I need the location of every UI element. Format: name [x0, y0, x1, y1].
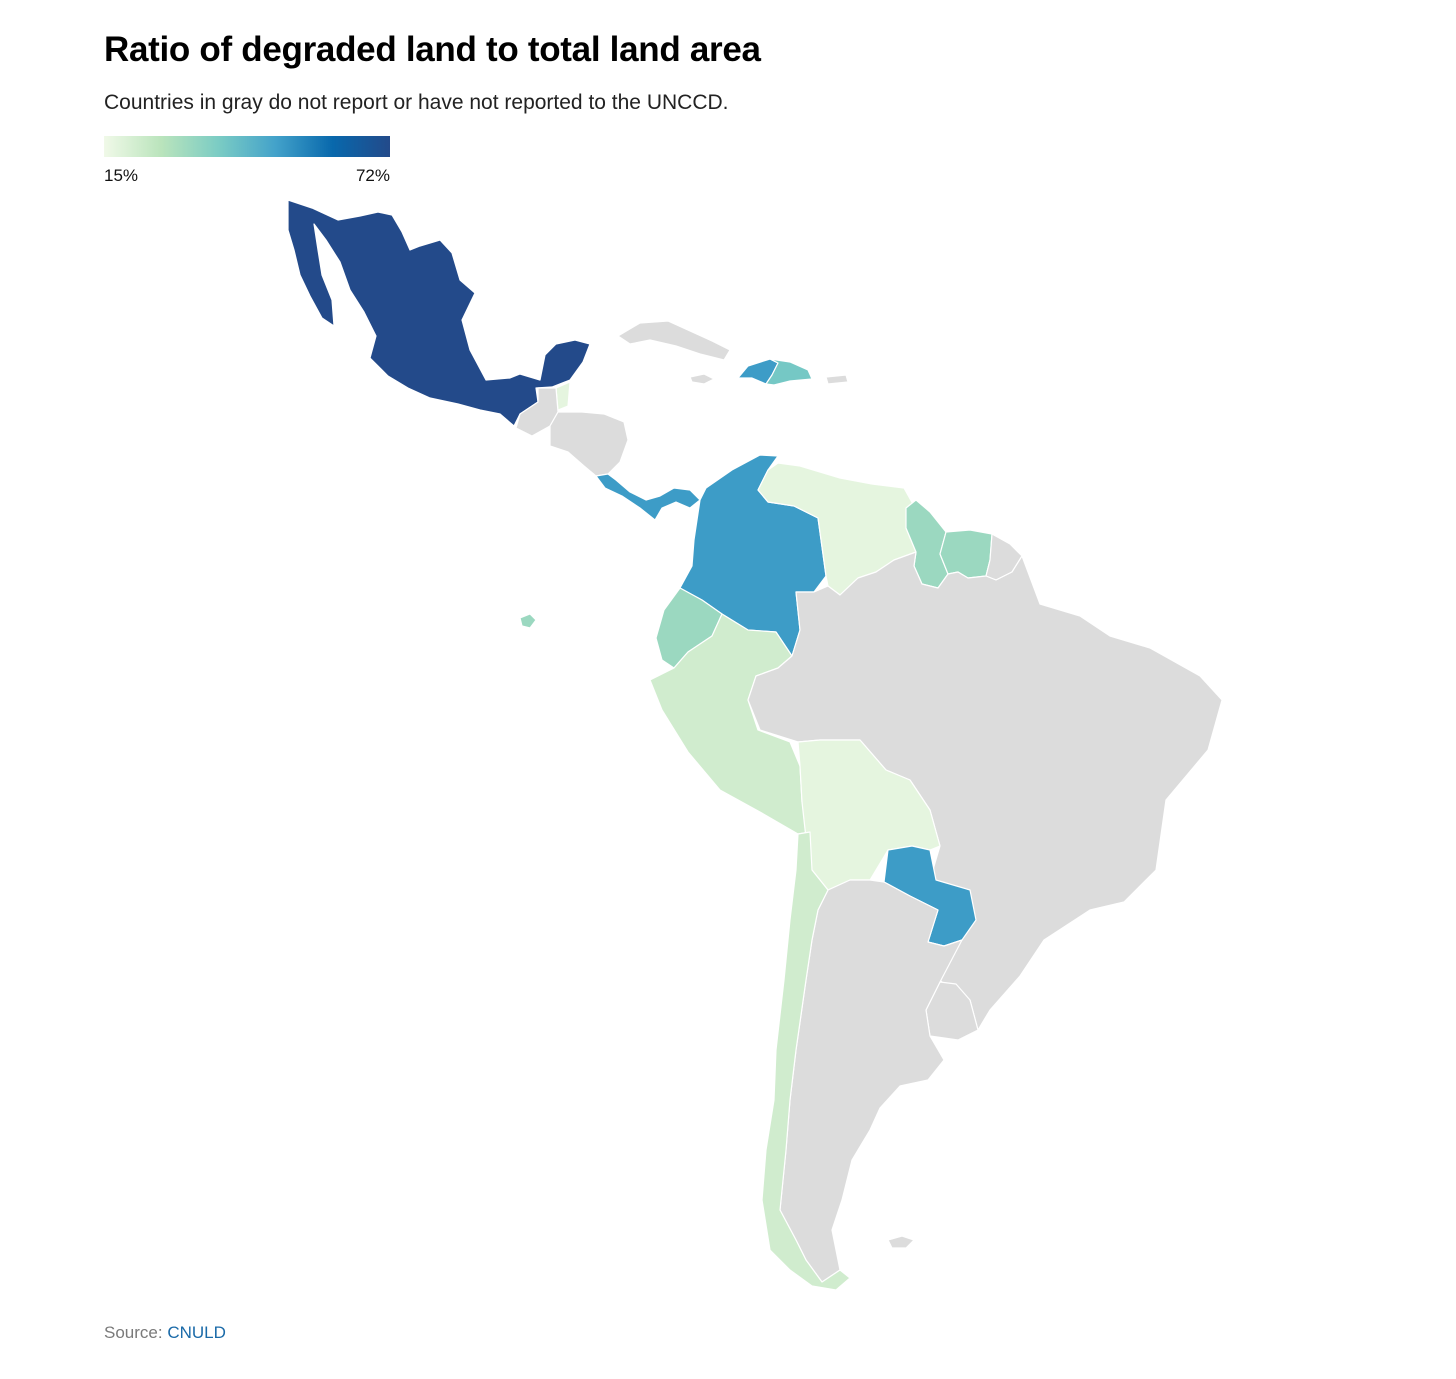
region-suriname[interactable]	[939, 529, 993, 579]
legend-max-label: 72%	[355, 166, 390, 185]
region-galapagos[interactable]	[519, 613, 537, 629]
chart-title: Ratio of degraded land to total land are…	[104, 30, 761, 69]
region-costa-rica-panama[interactable]	[595, 473, 701, 521]
region-chile[interactable]	[761, 831, 851, 1291]
legend-gradient-bar	[104, 136, 390, 157]
source-link[interactable]: CNULD	[167, 1323, 226, 1342]
legend-min-label: 15%	[104, 166, 139, 185]
region-puerto-rico[interactable]	[825, 374, 849, 385]
region-cuba[interactable]	[617, 320, 731, 361]
source-note: Source: CNULD	[104, 1323, 226, 1343]
region-peru[interactable]	[649, 613, 811, 835]
source-prefix: Source:	[104, 1323, 163, 1342]
region-jamaica[interactable]	[689, 373, 715, 385]
region-mexico[interactable]	[287, 199, 591, 427]
region-belize[interactable]	[555, 381, 571, 411]
region-guatemala[interactable]	[515, 387, 559, 437]
color-legend: 15% 72%	[104, 136, 390, 188]
region-falklands[interactable]	[887, 1235, 915, 1249]
region-dominican-republic[interactable]	[765, 358, 813, 386]
chart-subtitle: Countries in gray do not report or have …	[104, 91, 729, 114]
region-honduras-nicaragua[interactable]	[549, 411, 629, 477]
